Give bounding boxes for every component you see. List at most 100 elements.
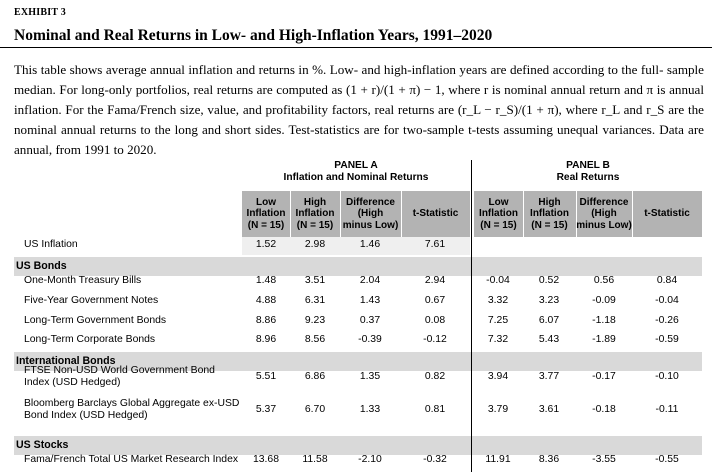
inflation-row-shade (242, 237, 470, 255)
table-cell: 0.81 (424, 404, 446, 415)
table-cell: -0.17 (592, 371, 616, 382)
row-label: Bloomberg Barclays Global Aggregate ex-U… (24, 398, 240, 421)
table-cell: -0.39 (358, 334, 382, 345)
table-cell: -1.89 (592, 334, 616, 345)
panel-b-column-headers: Low Inflation (N = 15) High Inflation (N … (474, 191, 702, 237)
caption-line: This table shows average annual inflatio… (14, 62, 667, 77)
row-label: US Inflation (24, 239, 78, 250)
table-cell: 6.07 (538, 315, 560, 326)
panel-a-header: PANEL A Inflation and Nominal Returns (242, 160, 470, 184)
table-cell: 2.04 (359, 275, 381, 286)
table-cell: 5.51 (255, 371, 277, 382)
table-cell: -0.04 (486, 275, 510, 286)
table-cell: -0.09 (592, 295, 616, 306)
panel-b-header: PANEL B Real Returns (474, 160, 702, 184)
column-header: High Inflation (N = 15) (290, 191, 341, 237)
table-cell: -1.18 (592, 315, 616, 326)
column-header: t-Statistic (644, 208, 690, 220)
row-label: Fama/French Total US Market Research Ind… (24, 454, 239, 465)
table-cell: 1.43 (359, 295, 381, 306)
section-title: International Bonds (16, 355, 116, 367)
table-cell: 3.61 (538, 404, 560, 415)
table-cell: 7.32 (487, 334, 509, 345)
panel-b-subtitle: Real Returns (556, 172, 620, 183)
table-cell: -0.10 (655, 371, 679, 382)
table-cell: 11.58 (302, 454, 328, 465)
panel-a-label: PANEL A (334, 160, 378, 171)
caption-line: return and π is annual inflation. For th… (14, 82, 704, 117)
column-header: Low Inflation (N = 15) (474, 191, 524, 237)
table-cell: 2.94 (424, 275, 446, 286)
table-cell: 3.23 (538, 295, 560, 306)
section-title: US Bonds (16, 260, 67, 272)
column-header: High Inflation (N = 15) (523, 191, 577, 237)
section-header: International Bonds (14, 352, 702, 371)
table-cell: 6.86 (304, 371, 326, 382)
panel-b-label: PANEL B (566, 160, 610, 171)
caption-line: unequal variances. Data are annual, from… (14, 122, 704, 157)
table-cell: 3.51 (304, 275, 326, 286)
table-cell: 6.31 (304, 295, 326, 306)
caption-line: where r_L and r_S are the nominal annual… (14, 102, 704, 137)
table-caption: This table shows average annual inflatio… (14, 60, 704, 160)
exhibit-label: EXHIBIT 3 (14, 7, 66, 18)
panel-a-column-headers: Low Inflation (N = 15) High Inflation (N … (242, 191, 470, 237)
table-cell: 0.84 (656, 275, 678, 286)
table-cell: 3.77 (538, 371, 560, 382)
table-cell: -2.10 (358, 454, 382, 465)
row-label: One-Month Treasury Bills (24, 275, 142, 286)
table-cell: 5.37 (255, 404, 277, 415)
table-cell: 8.36 (538, 454, 560, 465)
table-cell: 0.82 (424, 371, 446, 382)
table-cell: 1.48 (255, 275, 277, 286)
table-cell: -0.12 (423, 334, 447, 345)
table-cell: 9.23 (304, 315, 326, 326)
table-cell: 13.68 (252, 454, 279, 465)
table-cell: 3.79 (487, 404, 509, 415)
table-cell: -0.18 (592, 404, 616, 415)
table-cell: 2.98 (304, 239, 326, 250)
table-cell: -0.59 (655, 334, 679, 345)
section-title: US Stocks (16, 439, 69, 451)
table-cell: 7.25 (487, 315, 509, 326)
table-cell: 1.46 (359, 239, 381, 250)
section-header: US Stocks (14, 436, 702, 455)
table-cell: -0.26 (655, 315, 679, 326)
table-cell: 8.56 (304, 334, 326, 345)
row-label: Long-Term Government Bonds (24, 315, 167, 326)
table-cell: -0.32 (423, 454, 447, 465)
row-label: Long-Term Corporate Bonds (24, 334, 156, 345)
column-header: Low Inflation (N = 15) (242, 191, 291, 237)
table-cell: 5.43 (538, 334, 560, 345)
column-header: t-Statistic (412, 208, 459, 220)
table-cell: 3.94 (487, 371, 509, 382)
table-cell: 8.96 (255, 334, 277, 345)
row-label: Five-Year Government Notes (24, 295, 159, 306)
table-cell: 1.52 (255, 239, 277, 250)
panel-a-subtitle: Inflation and Nominal Returns (283, 172, 429, 183)
table-cell: 1.33 (359, 404, 381, 415)
table-cell: 0.37 (359, 315, 381, 326)
table-cell: 1.35 (359, 371, 381, 382)
table-cell: 0.56 (593, 275, 615, 286)
table-cell: 0.08 (424, 315, 446, 326)
page-title: Nominal and Real Returns in Low- and Hig… (14, 27, 493, 44)
table-cell: -3.55 (592, 454, 616, 465)
table-cell: 8.86 (255, 315, 277, 326)
table-cell: 7.61 (424, 239, 446, 250)
table-cell: 11.91 (485, 454, 511, 465)
section-header: US Bonds (14, 257, 702, 276)
table-cell: 4.88 (255, 295, 277, 306)
table-cell: 3.32 (487, 295, 509, 306)
table-cell: -0.04 (655, 295, 679, 306)
row-label: FTSE Non-USD World Government Bond Index… (24, 365, 215, 388)
panel-divider (471, 160, 472, 472)
title-rule (0, 47, 712, 48)
caption-line: sample median. For long-only portfolios,… (14, 62, 704, 97)
table-cell: 6.70 (304, 404, 326, 415)
table-cell: 0.67 (424, 295, 446, 306)
table-cell: -0.55 (655, 454, 679, 465)
table-cell: -0.11 (655, 404, 679, 415)
table-cell: 0.52 (538, 275, 560, 286)
caption-text: This table shows average annual inflatio… (14, 60, 704, 160)
